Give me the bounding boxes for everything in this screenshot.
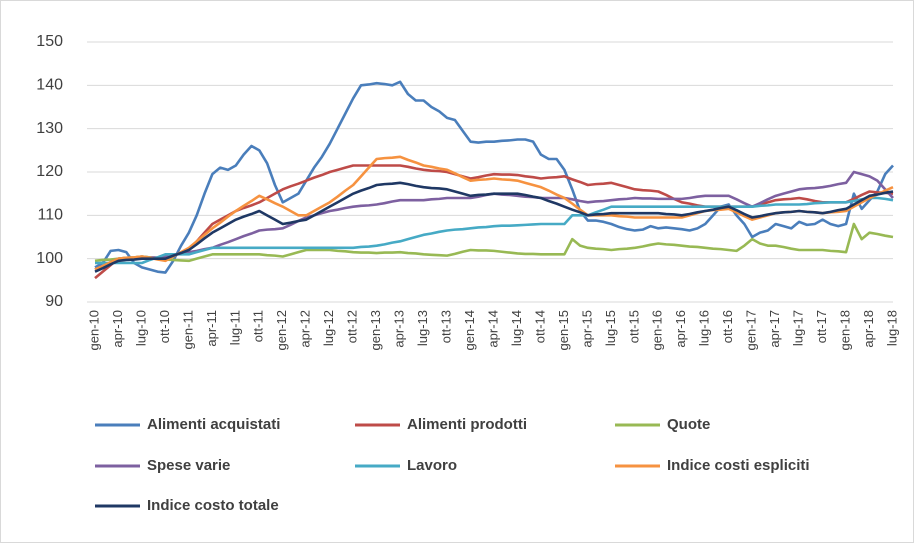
x-tick-label: apr-14: [485, 310, 500, 348]
x-tick-label: gen-18: [837, 310, 852, 350]
x-tick-label: ott-10: [157, 310, 172, 343]
series-line: [95, 196, 894, 265]
series-line: [94, 222, 894, 263]
legend-label: Alimenti acquistati: [147, 416, 280, 433]
x-tick-label: apr-13: [392, 310, 407, 348]
y-tick-label: 110: [37, 207, 63, 224]
x-tick-label: gen-17: [744, 310, 759, 350]
x-tick-label: lug-14: [509, 310, 524, 346]
x-tick-label: lug-13: [415, 310, 430, 346]
y-tick-label: 90: [45, 293, 63, 310]
x-tick-label: lug-15: [603, 310, 618, 346]
x-tick-label: apr-10: [110, 310, 125, 348]
x-tick-label: apr-17: [767, 310, 782, 348]
x-tick-label: ott-12: [345, 310, 360, 343]
x-tick-label: ott-17: [814, 310, 829, 343]
x-tick-label: gen-13: [368, 310, 383, 350]
legend-label: Lavoro: [407, 457, 457, 474]
series-line: [94, 181, 894, 273]
legend-label: Indice costo totale: [147, 497, 279, 514]
x-tick-label: apr-16: [673, 310, 688, 348]
series-line: [94, 80, 894, 274]
x-tick-label: apr-11: [204, 310, 219, 347]
x-tick-label: lug-18: [884, 310, 899, 346]
x-tick-label: apr-18: [861, 310, 876, 348]
y-tick-label: 140: [36, 77, 63, 94]
y-tick-label: 130: [36, 120, 63, 137]
x-tick-label: ott-11: [251, 310, 266, 342]
x-tick-label: ott-14: [532, 310, 547, 343]
x-tick-label: ott-16: [720, 310, 735, 343]
x-tick-label: ott-13: [438, 310, 453, 343]
legend-label: Quote: [667, 416, 710, 433]
x-tick-label: gen-10: [86, 310, 101, 350]
x-tick-label: lug-11: [227, 310, 242, 345]
x-tick-label: apr-15: [579, 310, 594, 348]
x-tick-label: lug-16: [697, 310, 712, 346]
legend-label: Spese varie: [147, 457, 230, 474]
x-tick-label: ott-15: [626, 310, 641, 343]
x-tick-label: gen-12: [274, 310, 289, 350]
x-tick-label: gen-14: [462, 310, 477, 350]
y-tick-label: 120: [36, 163, 63, 180]
x-tick-label: lug-10: [133, 310, 148, 346]
x-tick-label: lug-12: [321, 310, 336, 346]
x-tick-label: lug-17: [791, 310, 806, 346]
y-tick-label: 100: [36, 250, 63, 267]
legend-label: Alimenti prodotti: [407, 416, 527, 433]
x-tick-label: gen-16: [650, 310, 665, 350]
legend-label: Indice costi espliciti: [667, 457, 810, 474]
x-tick-label: gen-11: [180, 310, 195, 350]
x-tick-label: apr-12: [298, 310, 313, 348]
x-tick-label: gen-15: [556, 310, 571, 350]
y-tick-label: 150: [36, 33, 63, 50]
